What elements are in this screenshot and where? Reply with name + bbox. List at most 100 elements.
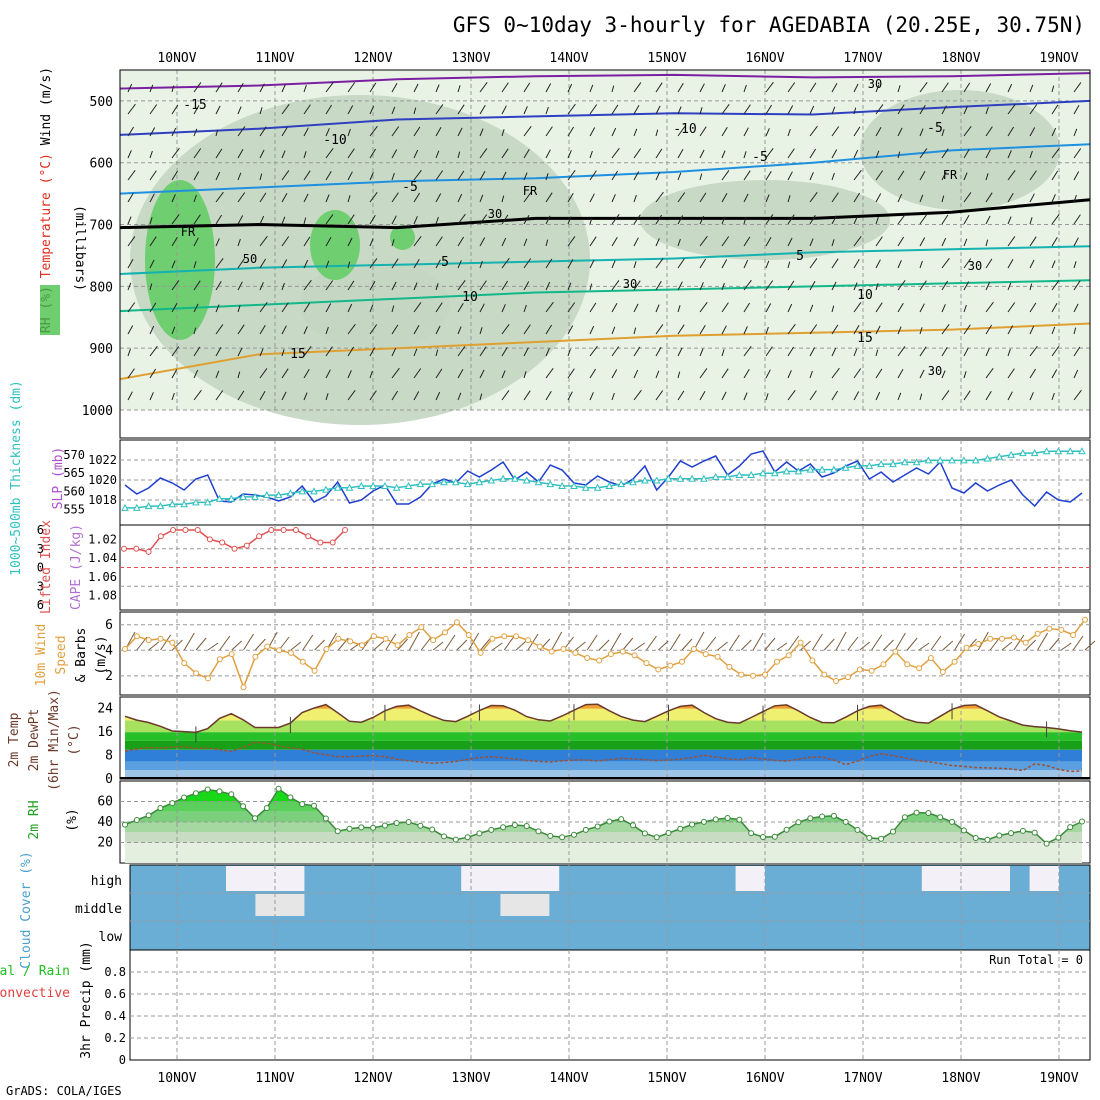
wind-barb <box>127 83 133 93</box>
thickness-line-point <box>641 476 649 484</box>
rh2m-line-point <box>393 820 400 826</box>
wind-barb <box>919 346 927 357</box>
wind-barb <box>809 172 814 181</box>
thickness-line-point <box>522 476 531 484</box>
wind-barb <box>809 370 813 379</box>
wind-barb <box>347 82 356 93</box>
wind-barb <box>853 126 861 137</box>
wind-barb <box>149 217 153 225</box>
wind-barb <box>523 215 530 225</box>
rh-shading <box>130 90 1060 425</box>
bottom-date-label: 10NOV <box>157 1071 196 1086</box>
rh-tick: 40 <box>97 815 113 830</box>
wind-barb <box>1073 261 1077 269</box>
wind-barb <box>633 82 642 93</box>
wind-barb <box>611 326 616 335</box>
wind-barb <box>1073 346 1081 357</box>
wind-speed-line-point <box>453 619 460 626</box>
wind-speed-line-point <box>1070 632 1077 638</box>
wind-barb <box>171 104 179 115</box>
wind-barb <box>413 107 417 115</box>
wind-barb <box>941 390 950 401</box>
wind-barb <box>589 345 598 357</box>
wind-barb <box>325 170 332 181</box>
wind-barb <box>743 392 748 401</box>
wind-barb <box>523 347 529 357</box>
thickness-line-point <box>286 489 295 497</box>
wind-barb <box>611 104 619 115</box>
wind-barb <box>589 283 593 291</box>
wind-barb <box>492 642 503 651</box>
wind-barb <box>589 170 597 181</box>
wind-speed-line-point <box>607 651 614 658</box>
thickness-tick: 570 <box>63 448 85 462</box>
wind-barb <box>149 259 155 269</box>
wind-barb <box>954 633 966 651</box>
thickness-line-point <box>759 469 767 477</box>
wind-barb <box>149 150 153 159</box>
wind-barb <box>1051 147 1060 159</box>
slp-series <box>124 450 1083 508</box>
wind-barb <box>963 281 970 291</box>
thickness-line-point <box>747 470 756 478</box>
rh2m-line-point <box>523 823 530 829</box>
wind-speed-line-point <box>1058 626 1065 633</box>
wind-speed-line-point <box>477 649 484 656</box>
wind-barb <box>765 260 770 269</box>
wind-barb <box>435 368 443 379</box>
wind-barb <box>875 368 883 379</box>
wind-barb <box>875 104 884 115</box>
wind-barb <box>314 639 325 651</box>
wind-barb <box>897 193 903 203</box>
wind-speed-line-point <box>916 665 923 672</box>
wind-barb <box>655 347 662 357</box>
wind-speed-line-point <box>667 662 674 669</box>
rh2m-line-point <box>830 812 837 819</box>
wind-barb <box>598 639 610 651</box>
wind-barb <box>875 349 879 357</box>
temp-band <box>125 732 1082 741</box>
cloud-panel: high middle low Cloud Cover (%) <box>19 851 1091 969</box>
rh2m-line-point <box>476 830 483 837</box>
wind-barb <box>787 370 792 379</box>
wind-speed-line-point <box>169 639 176 646</box>
rh2m-line-point <box>429 826 436 833</box>
temperature-contours <box>119 72 1091 381</box>
wind-barb <box>589 193 595 203</box>
wind-barb <box>633 128 638 137</box>
wind-barb <box>237 106 242 115</box>
wind-barb <box>655 238 660 247</box>
wind-barb <box>237 82 244 93</box>
thickness-line-point <box>168 500 177 508</box>
stability-panel: 6 3 0 3 6 1.02 1.04 1.06 1.08 Lifted Index CAPE … <box>37 520 1091 614</box>
wind-barb <box>567 391 573 401</box>
wind-barb <box>149 193 155 203</box>
cloud-row-label: low <box>99 930 123 945</box>
wind-barb <box>303 217 307 225</box>
wind-barb <box>149 170 157 181</box>
wind-barb <box>149 236 157 247</box>
wind-barb <box>435 216 439 225</box>
contour-label: -10 <box>673 122 696 137</box>
thickness-line-point <box>274 491 283 499</box>
wind-barb <box>413 325 420 335</box>
wind-barb <box>919 280 927 291</box>
ylabel-line: Speed <box>54 635 69 674</box>
slp-tick: 1018 <box>88 493 117 507</box>
wind-barb <box>237 305 241 313</box>
wind-barb <box>545 106 549 115</box>
wind-barb <box>765 280 774 291</box>
wind-barb <box>646 635 657 651</box>
wind-barb <box>149 283 153 291</box>
wind-barb <box>853 302 862 313</box>
wind-barb <box>281 126 288 137</box>
wind-barb <box>413 149 419 159</box>
wind-barb <box>985 106 989 115</box>
wind-barb <box>853 325 860 335</box>
thickness-line-point <box>664 474 673 482</box>
wind-barb <box>281 104 290 115</box>
thickness-line-point <box>889 460 897 468</box>
wind-barb <box>457 236 465 247</box>
rh2m-line <box>124 787 1083 845</box>
wind-speed-line-point <box>785 652 792 659</box>
